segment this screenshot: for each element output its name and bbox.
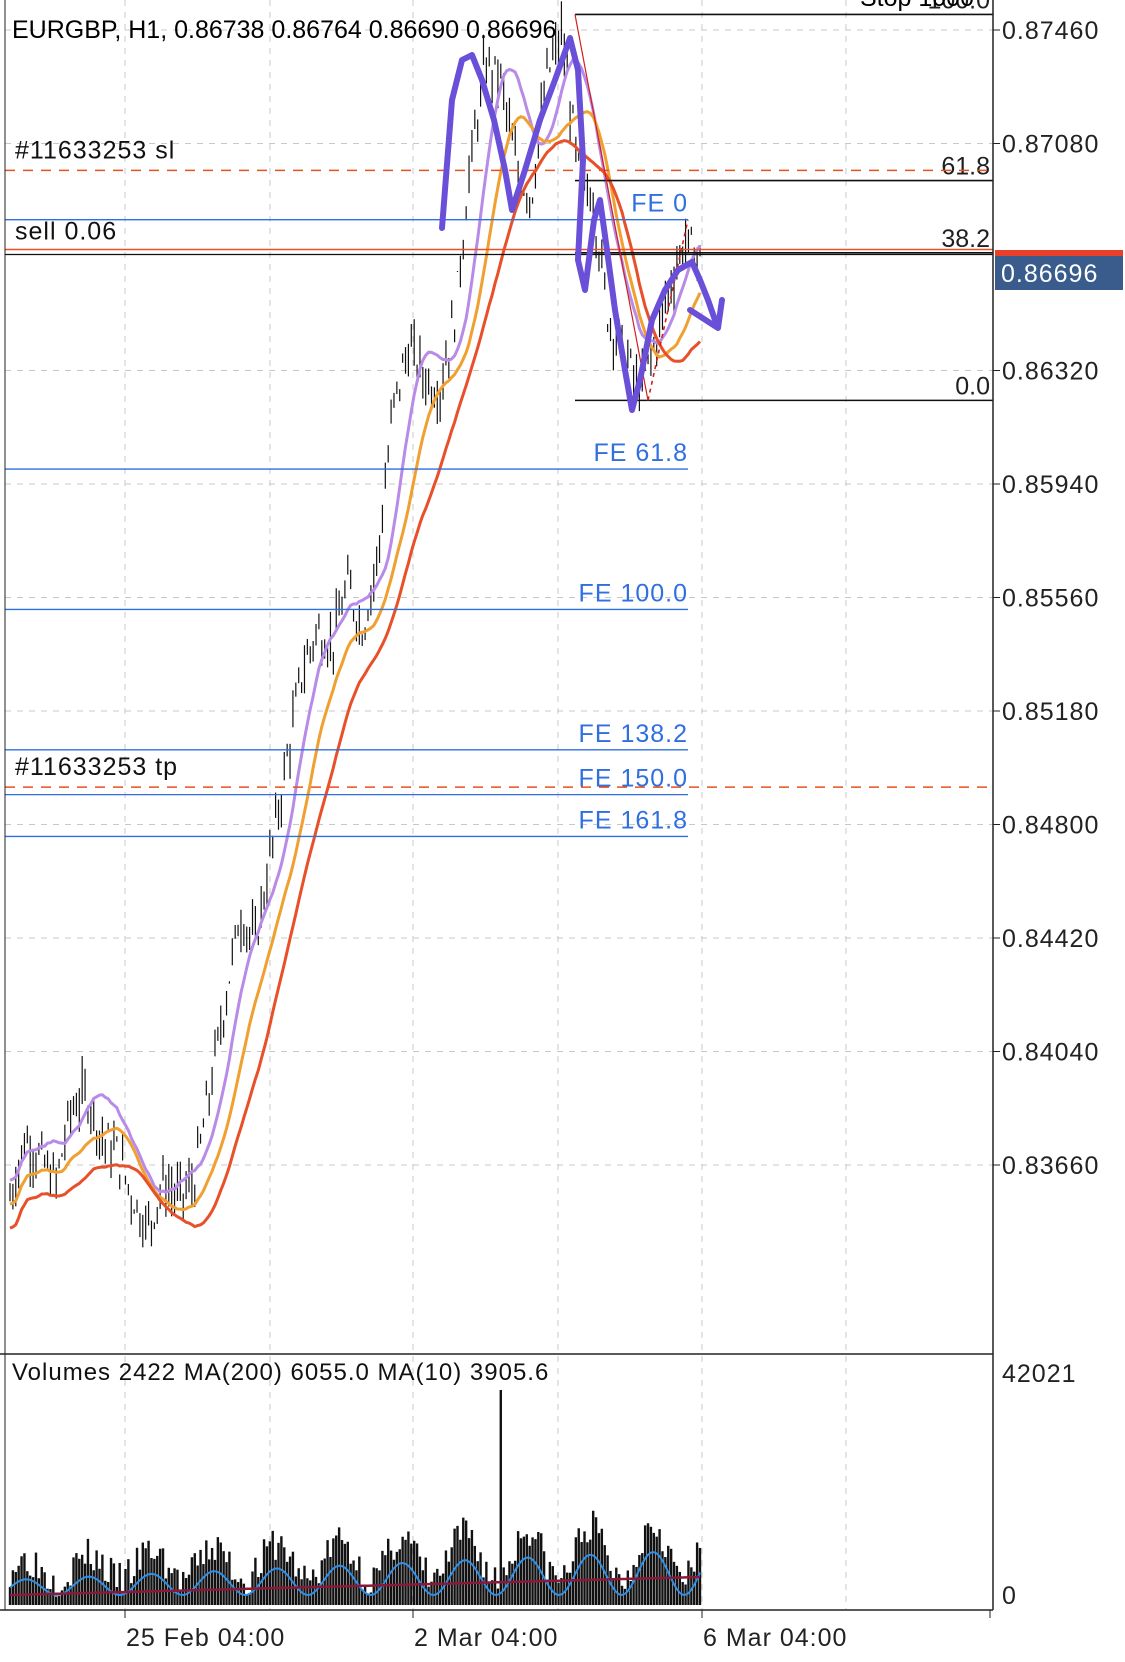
stop-loss-label: #11633253 sl <box>15 136 175 164</box>
price-label: 0.84800 <box>1002 812 1099 840</box>
grid <box>5 0 993 1610</box>
price-label: 0.87080 <box>1002 131 1099 159</box>
fe-trend-line <box>647 219 689 401</box>
price-label: 0.84040 <box>1002 1039 1099 1067</box>
fib-retracement-label: 38.2 <box>941 225 990 253</box>
fib-trend-line <box>574 14 649 401</box>
stop-label-partial: Stop 1000 <box>860 0 974 12</box>
time-label-2mar: 2 Mar 04:00 <box>414 1624 558 1652</box>
fib-expansion-label: FE 61.8 <box>593 439 688 467</box>
time-label-25feb: 25 Feb 04:00 <box>126 1624 285 1652</box>
fib-expansion-label: FE 0 <box>631 190 688 218</box>
price-label: 0.84420 <box>1002 925 1099 953</box>
volume-scale-top: 42021 <box>1002 1360 1077 1388</box>
volume-ma200-line <box>9 1575 701 1597</box>
current-price-badge <box>995 256 1123 290</box>
annotation-arrow-head <box>687 297 725 331</box>
time-label-6mar: 6 Mar 04:00 <box>703 1624 847 1652</box>
annotation-stroke <box>439 35 718 413</box>
fib-retracement-label: 0.0 <box>955 372 990 400</box>
levels-layer: 100.0 61.8 38.2 0.0 FE 0 FE 61.8 FE 100.0 FE 13… <box>5 0 993 838</box>
price-label: 0.86320 <box>1002 358 1099 386</box>
price-label: 0.85180 <box>1002 698 1099 726</box>
volume-ma10-line <box>9 1551 701 1597</box>
fib-expansion-label: FE 161.8 <box>579 806 688 834</box>
volume-header: Volumes 2422 MA(200) 6055.0 MA(10) 3905.… <box>12 1359 549 1386</box>
price-label: 0.83660 <box>1002 1152 1099 1180</box>
hand-annotation <box>439 35 725 413</box>
time-axis: 25 Feb 04:00 2 Mar 04:00 6 Mar 04:00 <box>124 1610 991 1652</box>
price-label: 0.85940 <box>1002 471 1099 499</box>
price-axis: 0.87460 0.87080 0.86320 0.85940 0.85560 0.851… <box>993 17 1099 1180</box>
fib-expansion-label: FE 150.0 <box>579 765 688 793</box>
entry-label: sell 0.06 <box>15 218 117 246</box>
fib-expansion-label: FE 100.0 <box>579 579 688 607</box>
take-profit-label: #11633253 tp <box>15 753 178 781</box>
current-price-tag: 0.86696 <box>995 250 1123 290</box>
volume-bars <box>8 1390 702 1605</box>
fib-expansion-label: FE 138.2 <box>579 720 688 748</box>
fib-retracement-label: 100.0 <box>927 0 990 14</box>
fib-retracement-label: 61.8 <box>941 153 990 181</box>
moving-average-orange <box>9 110 702 1212</box>
price-label: 0.85560 <box>1002 585 1099 613</box>
chart-title: EURGBP, H1, 0.86738 0.86764 0.86690 0.86… <box>12 16 556 44</box>
price-label: 0.87460 <box>1002 17 1099 45</box>
current-price-marker <box>995 250 1123 256</box>
current-price-label: 0.86696 <box>1001 260 1098 288</box>
moving-average-purple <box>9 58 702 1194</box>
volume-scale-bottom: 0 <box>1002 1582 1017 1610</box>
